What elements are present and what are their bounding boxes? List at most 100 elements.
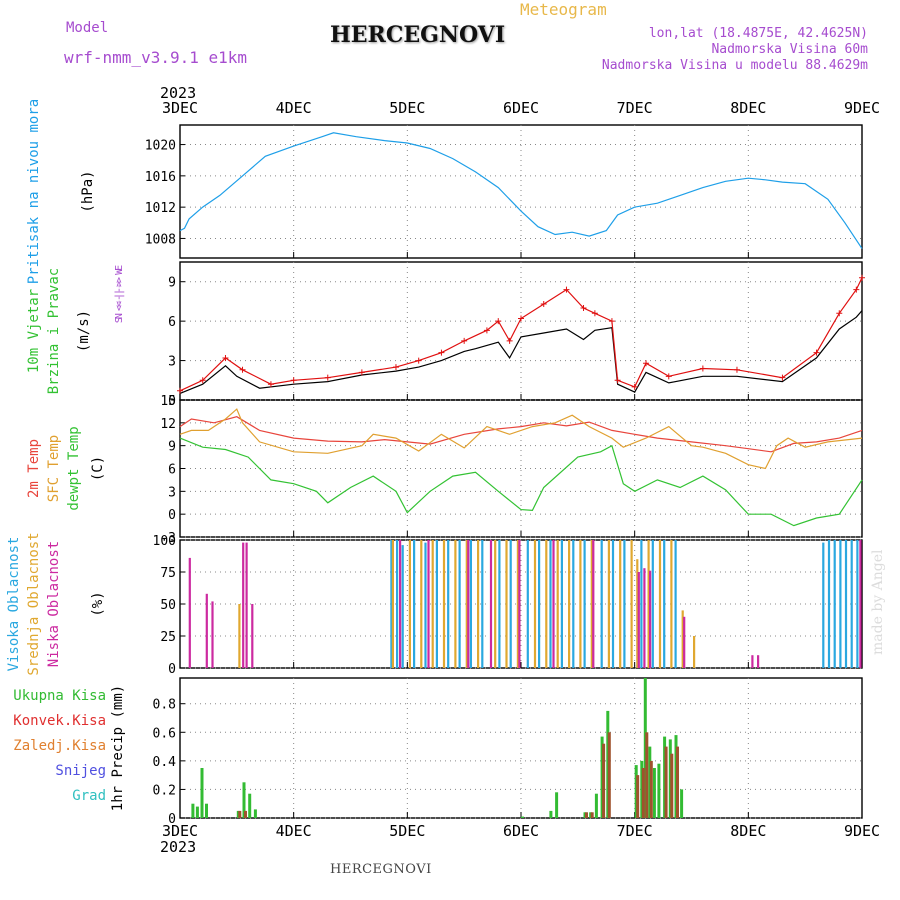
clouds-bar	[827, 540, 831, 668]
clouds-bar	[251, 604, 254, 668]
temperature-ytick-label: 15	[160, 394, 176, 409]
clouds-bar	[611, 540, 615, 668]
pressure-ytick-label: 1020	[145, 139, 176, 154]
x-label-top: 4DEC	[276, 99, 312, 117]
wind-compass-ne: N <-|-> E	[114, 265, 125, 319]
clouds-bar	[391, 540, 394, 668]
gust-marker	[665, 373, 672, 380]
clouds-bar	[390, 540, 393, 668]
precip-legend-item: Snijeg	[55, 763, 106, 779]
precipitation-bar	[200, 768, 204, 818]
precipitation-ytick-label: 0.2	[153, 783, 176, 798]
precipitation-bar	[238, 810, 242, 818]
clouds-bar	[674, 540, 677, 668]
gust-marker	[643, 360, 650, 367]
clouds-bar	[538, 540, 541, 668]
x-label-bottom: 8DEC	[730, 822, 766, 840]
clouds-bar	[636, 559, 639, 668]
clouds-bar	[188, 557, 191, 668]
wind-series-0	[179, 310, 863, 394]
temperature-ytick-label: 6	[168, 463, 176, 478]
clouds-bar	[420, 540, 423, 668]
clouds-bar	[630, 540, 633, 668]
precipitation-ytick-label: 0.8	[153, 698, 176, 713]
x-label-top: 8DEC	[730, 99, 766, 117]
clouds-bar	[242, 542, 245, 668]
gust-marker	[580, 305, 587, 311]
clouds-bar	[658, 540, 662, 668]
station-title: HERCEGNOVI	[330, 22, 506, 48]
precipitation-bar	[594, 793, 598, 818]
gust-marker	[506, 337, 513, 344]
clouds-bar	[205, 593, 208, 668]
x-label-top: 9DEC	[844, 99, 880, 117]
pressure-ylabel: Pritisak na nivou mora	[26, 99, 42, 284]
precipitation-bar	[641, 768, 645, 818]
clouds-bar	[516, 540, 519, 668]
clouds-bar	[751, 655, 754, 668]
clouds-bar	[424, 542, 427, 668]
precipitation-bar	[590, 812, 594, 818]
temperature-ytick-label: 12	[160, 417, 176, 432]
clouds-bar	[458, 540, 461, 668]
gust-marker	[199, 377, 206, 384]
pressure-ytick-label: 1016	[145, 170, 176, 185]
x-label-top: 7DEC	[617, 99, 653, 117]
precipitation-bar	[555, 792, 559, 818]
clouds-bar	[663, 540, 666, 668]
clouds-bar	[533, 540, 537, 668]
wind-compass-sw: S <-|-> W	[114, 268, 125, 323]
gust-marker	[415, 357, 422, 364]
wind-ytick-label: 3	[168, 355, 176, 370]
clouds-bar	[579, 540, 582, 668]
pressure-ylabel: (hPa)	[80, 170, 96, 212]
pressure-ytick-label: 1012	[145, 201, 176, 216]
clouds-bar	[211, 601, 214, 668]
clouds-bar	[583, 540, 586, 668]
clouds-bar	[454, 540, 457, 668]
clouds-bar	[435, 540, 438, 668]
gust-marker	[177, 387, 183, 394]
wind-ylabel: 10m Vjetar	[26, 289, 42, 373]
clouds-bar	[467, 540, 470, 668]
gust-marker	[859, 274, 865, 281]
clouds-bar	[469, 540, 472, 668]
gust-marker	[324, 374, 331, 381]
wind-ytick-label: 9	[168, 276, 176, 291]
precipitation-ytick-label: 0	[168, 812, 176, 827]
temperature-ytick-label: 3	[168, 485, 176, 500]
x-label-bottom: 6DEC	[503, 822, 539, 840]
clouds-bar	[607, 540, 610, 668]
clouds-bar	[447, 540, 450, 668]
gust-marker	[222, 354, 229, 361]
temperature-ylabel: (C)	[90, 456, 106, 481]
precipitation-bar	[670, 753, 674, 818]
wind-ytick-label: 0	[168, 394, 176, 409]
gust-marker	[608, 318, 615, 325]
clouds-bar	[556, 540, 559, 668]
gust-marker	[495, 318, 502, 325]
precipitation-bar	[636, 775, 640, 818]
clouds-bar	[683, 616, 686, 668]
precipitation-ytick-label: 0.4	[153, 755, 177, 770]
clouds-bar	[822, 542, 825, 668]
pressure-ytick-label: 1008	[145, 232, 176, 247]
clouds-bar	[489, 540, 493, 668]
clouds-bar	[396, 540, 399, 668]
clouds-bar	[651, 540, 654, 668]
clouds-bar	[681, 610, 684, 668]
coordinates: lon,lat (18.4875E, 42.4625N)	[648, 26, 868, 41]
gust-marker	[461, 337, 468, 344]
x-label-bottom: 4DEC	[276, 822, 312, 840]
clouds-bar	[494, 540, 497, 668]
model-elevation: Nadmorska Visina u modelu 88.4629m	[601, 58, 868, 73]
precipitation-bar	[680, 789, 684, 818]
clouds-bar	[560, 540, 563, 668]
clouds-bar	[413, 540, 416, 668]
temperature-ytick-label: -3	[160, 531, 176, 546]
clouds-bar	[640, 540, 643, 668]
x-label-top: 6DEC	[503, 99, 539, 117]
precipitation-bar	[607, 732, 611, 818]
